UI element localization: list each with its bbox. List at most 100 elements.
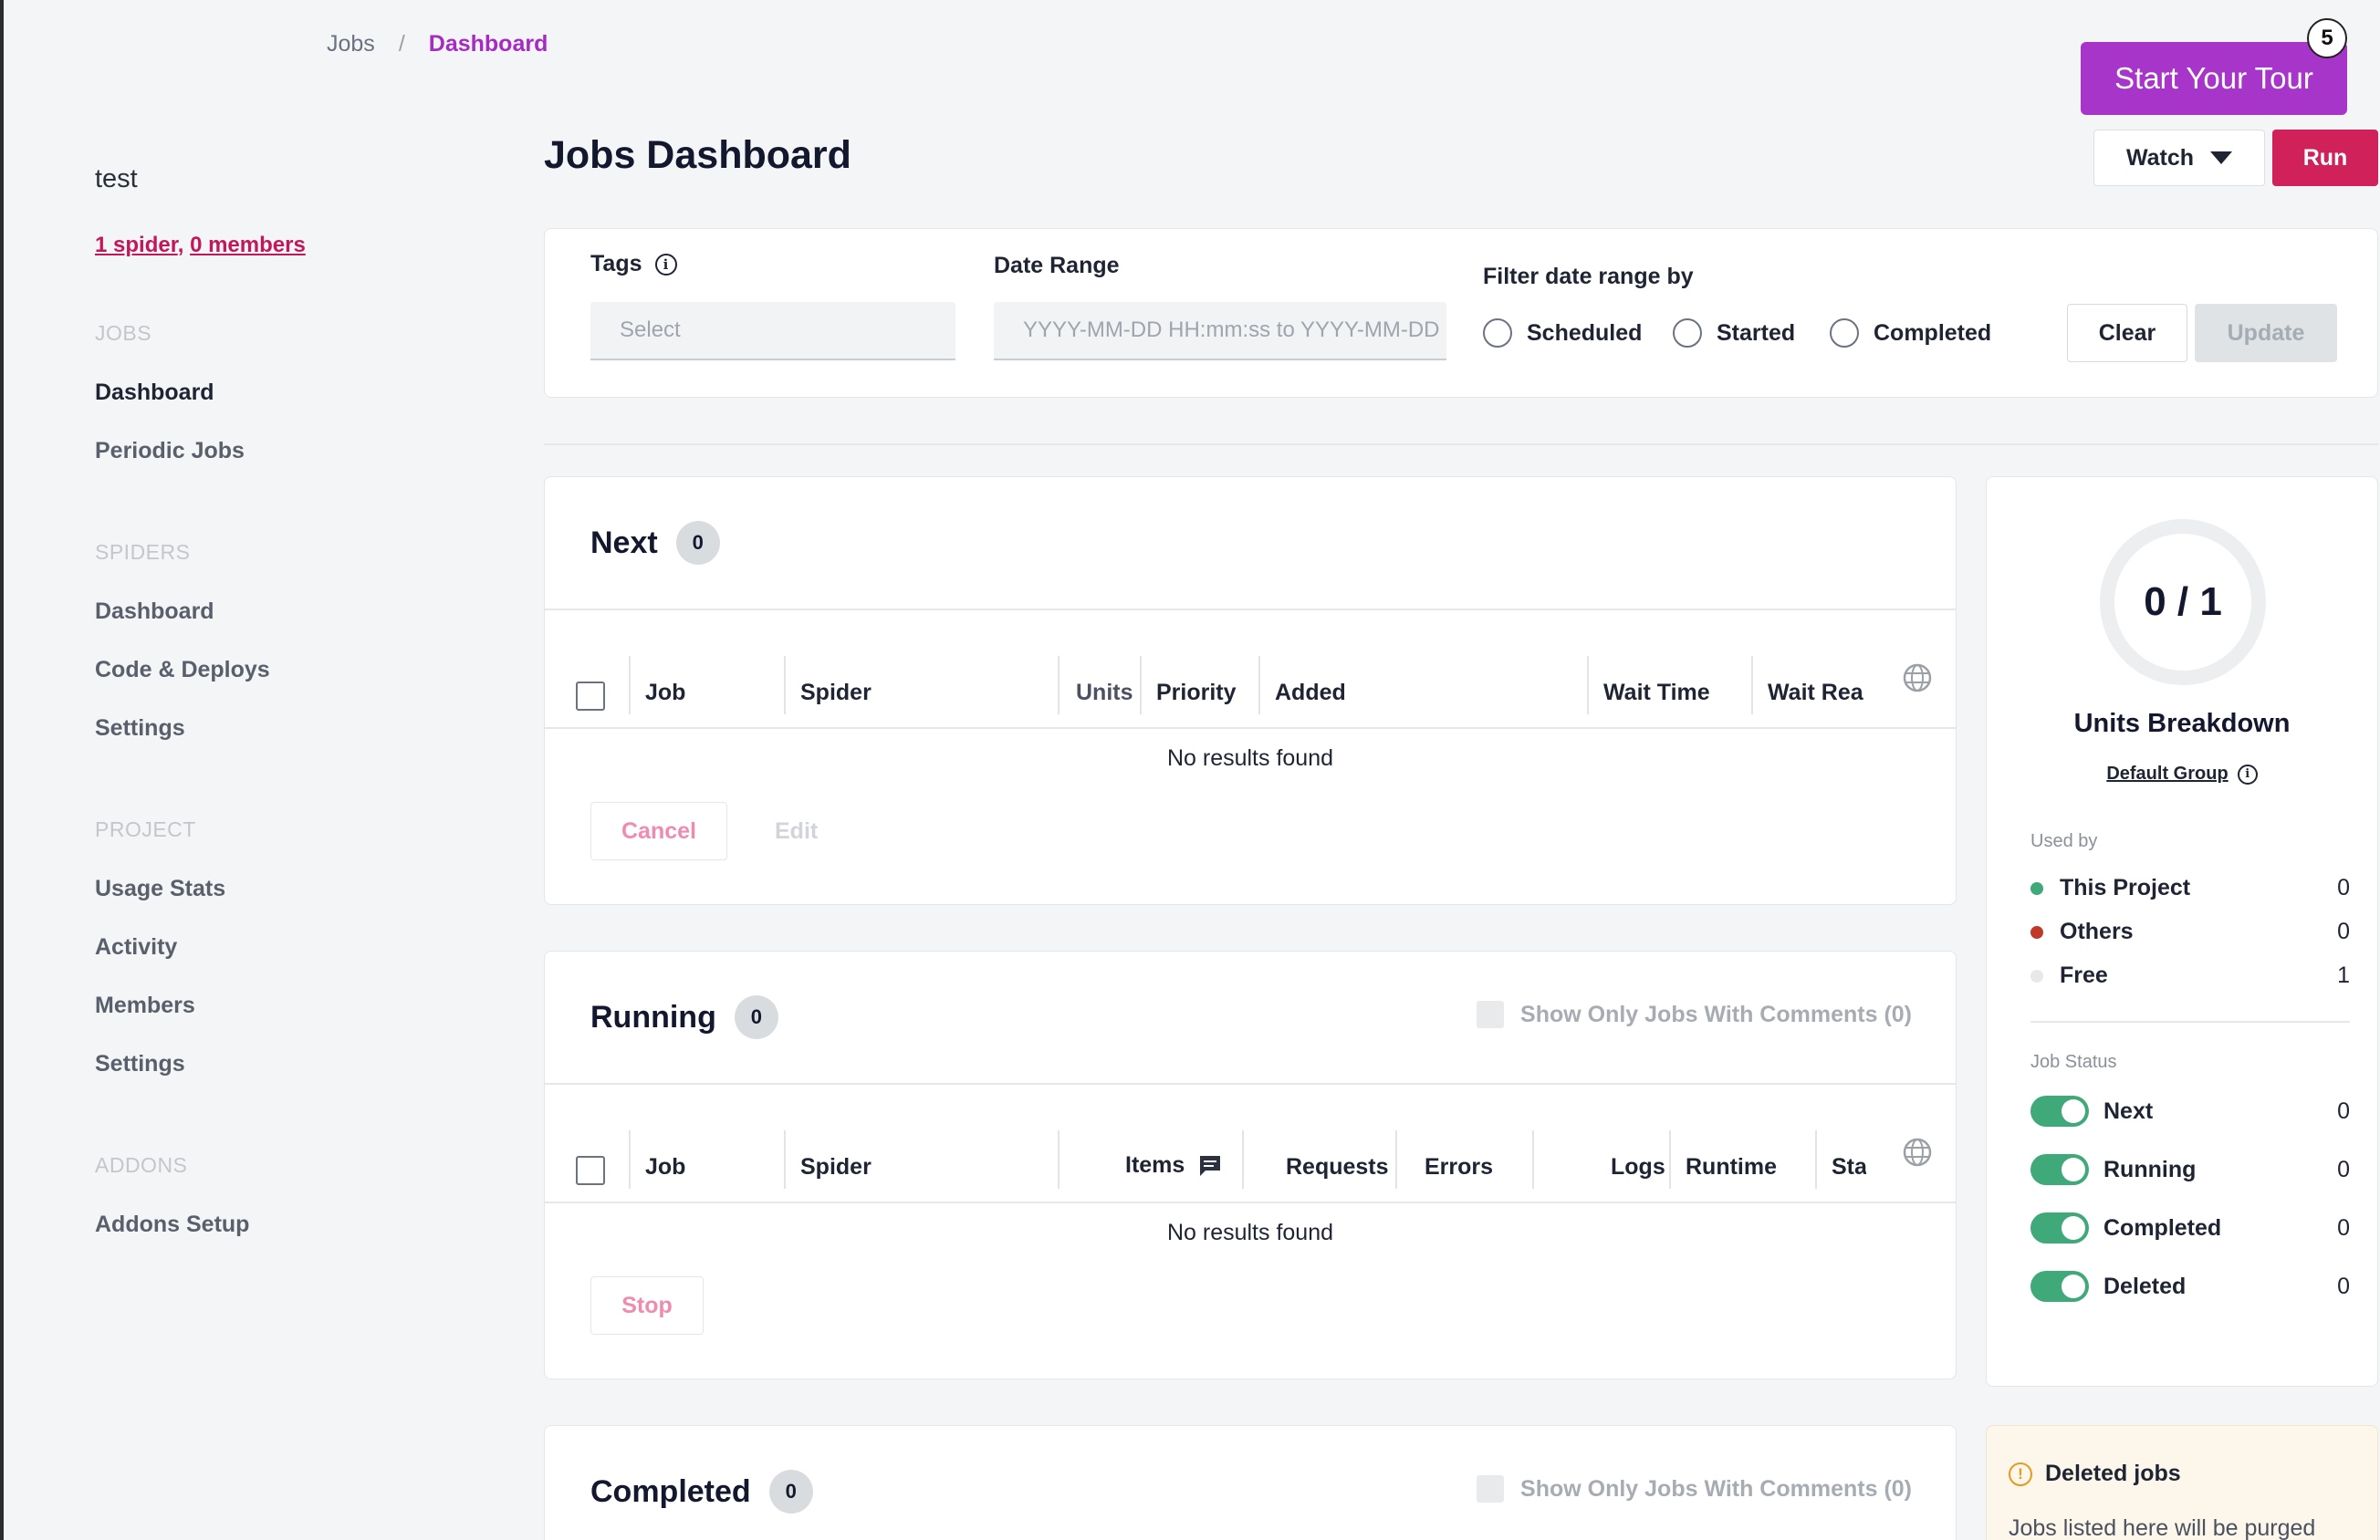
sidebar-section-jobs: JOBS [95,321,152,345]
breadcrumb-current[interactable]: Dashboard [428,31,548,57]
running-empty-text: No results found [1166,1220,1334,1245]
running-comment-checkbox[interactable] [1477,1001,1505,1028]
next-header: Next 0 [590,521,720,565]
legend-dot [2030,925,2043,939]
col-logs[interactable]: Logs [1611,1154,1665,1180]
warning-icon: ! [2009,1462,2032,1486]
col-added[interactable]: Added [1275,680,1346,705]
radio-scheduled[interactable]: Scheduled [1483,318,1642,348]
legend-value: 0 [2337,875,2350,900]
breadcrumb-jobs-link[interactable]: Jobs [327,31,375,57]
running-comment-filter[interactable]: Show Only Jobs With Comments (0) [1477,1001,1912,1028]
sidebar-section-project: PROJECT [95,817,196,841]
toggle-next[interactable] [2030,1096,2089,1127]
used-by-others: Others 0 [2030,919,2350,945]
running-select-all-checkbox[interactable] [576,1156,605,1185]
completed-comment-checkbox[interactable] [1477,1475,1505,1503]
units-breakdown-card: 0 / 1 Units Breakdown Default Group i Us… [1986,476,2378,1387]
page-title: Jobs Dashboard [544,133,851,177]
radio-completed[interactable]: Completed [1830,318,1991,348]
sidebar-item-project-settings[interactable]: Settings [95,1051,185,1077]
used-by-caption: Used by [2030,831,2098,851]
radio-started[interactable]: Started [1673,318,1795,348]
radio-started-circle[interactable] [1673,318,1702,348]
running-title: Running [590,999,716,1035]
col-separator [1751,656,1753,714]
date-range-input[interactable]: YYYY-MM-DD HH:mm:ss to YYYY-MM-DD HH:mm:… [994,302,1446,360]
col-separator [1587,656,1589,714]
col-spider[interactable]: Spider [800,1154,872,1180]
deleted-notice-header: ! Deleted jobs [2009,1461,2181,1487]
next-select-all-checkbox[interactable] [576,682,605,711]
radio-completed-circle[interactable] [1830,318,1859,348]
breadcrumb-separator: / [398,31,405,57]
next-count-badge: 0 [675,521,720,565]
update-button[interactable]: Update [2195,304,2337,362]
completed-title: Completed [590,1473,751,1509]
sidebar-item-usage-stats[interactable]: Usage Stats [95,876,226,901]
used-by-free: Free 1 [2030,962,2350,989]
col-separator [1669,1130,1671,1189]
col-units[interactable]: Units [1076,680,1133,705]
sidebar-item-spiders-dashboard[interactable]: Dashboard [95,598,214,624]
completed-count-badge: 0 [768,1470,813,1514]
legend-value: 0 [2337,919,2350,944]
next-title: Next [590,525,658,560]
columns-globe-icon[interactable] [1903,1138,1932,1167]
col-priority[interactable]: Priority [1156,680,1237,705]
stop-button[interactable]: Stop [590,1276,704,1335]
info-icon[interactable]: i [654,253,677,276]
sidebar-item-code-deploys[interactable]: Code & Deploys [95,657,270,682]
col-separator [1242,1130,1244,1189]
col-errors[interactable]: Errors [1425,1154,1494,1180]
toggle-completed[interactable] [2030,1212,2089,1243]
used-by-this-project: This Project 0 [2030,875,2350,901]
col-items[interactable]: Items [1125,1152,1223,1179]
edit-button[interactable]: Edit [775,818,819,844]
col-spider[interactable]: Spider [800,680,872,705]
deleted-notice-title: Deleted jobs [2045,1461,2181,1486]
tags-label: Tags [590,251,642,276]
sidebar-item-spider-settings[interactable]: Settings [95,715,185,741]
units-ratio: 0 / 1 [2144,579,2222,624]
tags-select[interactable]: Select [590,302,955,360]
legend-label: This Project [2060,875,2191,900]
run-button[interactable]: Run [2272,130,2378,186]
status-value: 0 [2337,1098,2350,1124]
sidebar-item-jobs-dashboard[interactable]: Dashboard [95,380,214,405]
radio-scheduled-circle[interactable] [1483,318,1512,348]
clear-button[interactable]: Clear [2067,304,2187,362]
project-name: test [95,164,138,193]
sidebar-item-activity[interactable]: Activity [95,934,178,960]
col-job[interactable]: Job [645,1154,686,1180]
start-tour-button[interactable]: Start Your Tour [2081,42,2347,115]
default-group-link[interactable]: Default Group [2106,764,2229,784]
sidebar-item-members[interactable]: Members [95,993,195,1018]
project-meta: 1 spider, 0 members [95,233,306,258]
running-comment-filter-label: Show Only Jobs With Comments (0) [1520,1001,1912,1027]
col-job[interactable]: Job [645,680,686,705]
col-state[interactable]: Sta [1832,1154,1866,1180]
next-header-divider [545,609,1956,610]
info-icon[interactable]: i [2237,764,2258,785]
legend-value: 1 [2337,962,2350,988]
completed-comment-filter[interactable]: Show Only Jobs With Comments (0) [1477,1475,1912,1503]
status-label: Deleted [2103,1273,2187,1299]
col-wait-reason[interactable]: Wait Rea [1768,680,1863,705]
watch-button[interactable]: Watch [2093,130,2265,186]
col-requests[interactable]: Requests [1286,1154,1389,1180]
col-wait-time[interactable]: Wait Time [1603,680,1710,705]
spiders-link[interactable]: 1 spider [95,233,178,257]
columns-globe-icon[interactable] [1903,663,1932,692]
col-separator [1815,1130,1817,1189]
running-header-divider [545,1083,1956,1085]
col-runtime[interactable]: Runtime [1686,1154,1777,1180]
toggle-running[interactable] [2030,1154,2089,1185]
col-separator [1058,656,1060,714]
toggle-deleted[interactable] [2030,1271,2089,1302]
sidebar-item-addons-setup[interactable]: Addons Setup [95,1212,250,1237]
cancel-button[interactable]: Cancel [590,802,727,860]
members-link[interactable]: 0 members [190,233,306,257]
sidebar-item-periodic-jobs[interactable]: Periodic Jobs [95,438,245,463]
job-status-next: Next 0 [2030,1096,2350,1127]
